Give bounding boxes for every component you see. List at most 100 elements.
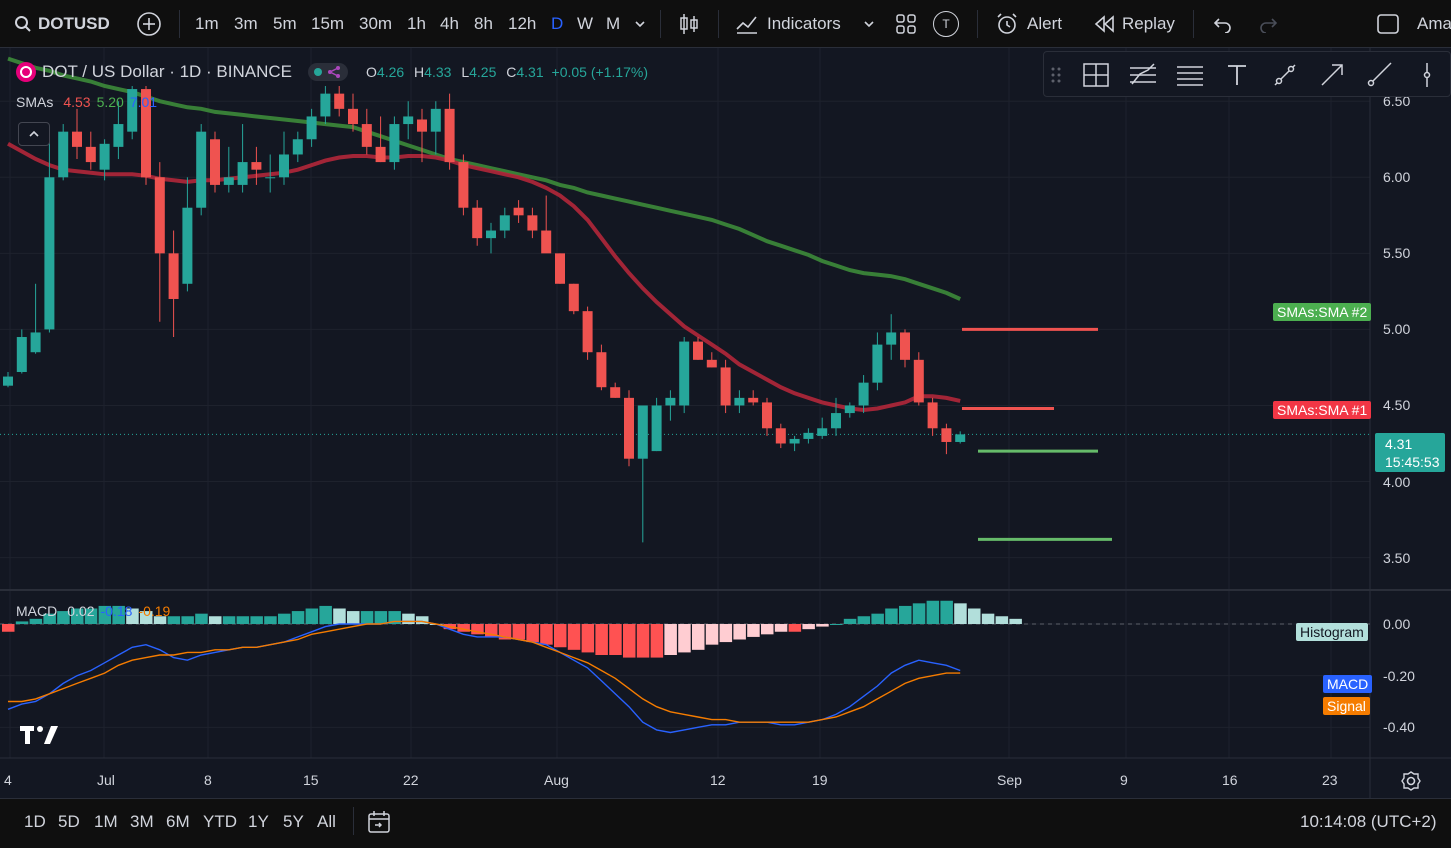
horizontal-lines-tool[interactable]	[1173, 58, 1207, 92]
symbol-search-button[interactable]: DOTUSD	[14, 0, 110, 48]
candle-body	[196, 131, 207, 208]
redo-button[interactable]	[1258, 0, 1280, 48]
timeframe-8h[interactable]: 8h	[474, 14, 493, 33]
timeframe-1m[interactable]: 1m	[195, 14, 219, 33]
timeframe-M[interactable]: M	[606, 14, 621, 33]
candle-body	[541, 230, 552, 254]
candle-body	[72, 131, 82, 147]
replay-button[interactable]: Replay	[1094, 0, 1175, 48]
macd-histogram-bar	[816, 624, 829, 627]
fullscreen-button[interactable]	[1376, 0, 1400, 48]
candle-body	[693, 341, 703, 360]
timeframe-3m[interactable]: 3m	[234, 14, 258, 33]
candle-body	[168, 253, 179, 299]
symbol-label: DOTUSD	[38, 14, 110, 33]
time-axis-label: 9	[1120, 772, 1128, 788]
range-1y[interactable]: 1Y	[248, 812, 269, 831]
timeframe-4h[interactable]: 4h	[440, 14, 459, 33]
alert-button[interactable]: Alert	[995, 0, 1062, 48]
candle-body	[182, 207, 193, 284]
chevron-down-icon	[864, 21, 874, 28]
ray-tool[interactable]	[1362, 58, 1396, 92]
macd-histogram-bar	[540, 624, 553, 645]
layouts-button[interactable]	[895, 0, 917, 48]
macd-histogram-bar	[71, 608, 84, 624]
timeframe-D[interactable]: D	[551, 14, 564, 33]
square-icon	[1377, 14, 1399, 34]
range-3m[interactable]: 3M	[130, 812, 154, 831]
collapse-legend-button[interactable]	[18, 122, 50, 146]
range-1m[interactable]: 1M	[94, 812, 118, 831]
vertical-line-tool[interactable]	[1412, 58, 1442, 92]
macd-histogram-bar	[678, 624, 691, 653]
range-all[interactable]: All	[317, 812, 336, 831]
chart-type-button[interactable]	[678, 0, 700, 48]
arrow-tool[interactable]	[1315, 58, 1349, 92]
macd-histogram-bar	[788, 624, 802, 632]
candle-body	[527, 215, 538, 231]
high-label: H	[414, 64, 425, 80]
macd-histogram-bar	[57, 611, 70, 624]
macd-histogram-bar	[347, 611, 360, 624]
range-6m[interactable]: 6M	[166, 812, 190, 831]
indicators-label: Indicators	[767, 14, 841, 33]
timeframe-W[interactable]: W	[577, 14, 594, 33]
compare-symbol-button[interactable]	[136, 0, 162, 48]
long-position-tool[interactable]	[1079, 58, 1113, 92]
ray-icon	[1367, 62, 1392, 87]
time-axis-label: 22	[403, 772, 419, 788]
symbol-legend: DOT / US Dollar · 1D · BINANCE O4.26 H4.…	[16, 62, 648, 82]
alert-label: Alert	[1027, 14, 1062, 33]
timeframe-30m[interactable]: 30m	[359, 14, 393, 33]
range-ytd[interactable]: YTD	[203, 812, 237, 831]
toolbar-separator	[179, 10, 180, 38]
macd-histogram-bar	[954, 603, 967, 624]
time-axis-label: 4	[4, 772, 12, 788]
timeframe-1h[interactable]: 1h	[407, 14, 426, 33]
tradingview-logo[interactable]	[20, 724, 60, 751]
current-price: 4.31	[1385, 436, 1413, 452]
chart-area[interactable]: DOT / US Dollar · 1D · BINANCE O4.26 H4.…	[0, 48, 1451, 798]
price-axis-label: 4.50	[1383, 397, 1411, 414]
trend-line-tool[interactable]	[1268, 58, 1302, 92]
status-dot	[314, 68, 323, 76]
candle-body	[513, 207, 524, 216]
text-tool[interactable]	[1220, 58, 1254, 92]
timeframe-dropdown[interactable]	[633, 0, 647, 48]
range-1d[interactable]: 1D	[24, 812, 46, 831]
goto-date-button[interactable]	[367, 799, 393, 845]
macd-histogram-bar	[2, 624, 15, 632]
macd-histogram-bar	[98, 605, 112, 624]
macd-histogram-bar	[981, 613, 995, 624]
macd-histogram-bar	[305, 608, 319, 624]
macd-histogram-bar	[705, 624, 719, 645]
symbol-title: DOT / US Dollar · 1D · BINANCE	[42, 62, 293, 81]
indicators-dropdown[interactable]	[862, 0, 876, 48]
undo-button[interactable]	[1211, 0, 1233, 48]
chart-settings-button[interactable]	[1400, 770, 1422, 797]
macd-histogram-bar	[554, 624, 567, 648]
sma-legend[interactable]: SMAs 4.53 5.20 7.01	[16, 94, 157, 110]
timeframe-15m[interactable]: 15m	[311, 14, 345, 33]
chart-canvas[interactable]	[0, 48, 1451, 798]
macd-histogram-bar	[802, 624, 815, 630]
fib-tool[interactable]	[1126, 58, 1160, 92]
account-label[interactable]: Ama	[1417, 0, 1451, 48]
clock-timezone[interactable]: 10:14:08 (UTC+2)	[1300, 799, 1437, 845]
drag-handle[interactable]	[1046, 58, 1066, 92]
candle-body	[444, 108, 455, 163]
price-axis-label: 4.00	[1383, 473, 1411, 490]
timeframe-5m[interactable]: 5m	[273, 14, 297, 33]
candle-body	[99, 143, 110, 170]
candle-body	[30, 332, 41, 353]
timeframe-12h[interactable]: 12h	[508, 14, 537, 33]
sma1-value: 4.53	[63, 94, 91, 110]
candle-body	[251, 162, 262, 170]
range-5d[interactable]: 5D	[58, 812, 80, 831]
signal-line	[8, 620, 961, 723]
macd-legend[interactable]: MACD 0.02 -0.18 -0.19	[16, 603, 170, 619]
indicators-button[interactable]: Indicators	[735, 0, 841, 48]
range-5y[interactable]: 5Y	[283, 812, 304, 831]
candle-body	[279, 154, 289, 178]
templates-button[interactable]: T	[933, 0, 959, 48]
